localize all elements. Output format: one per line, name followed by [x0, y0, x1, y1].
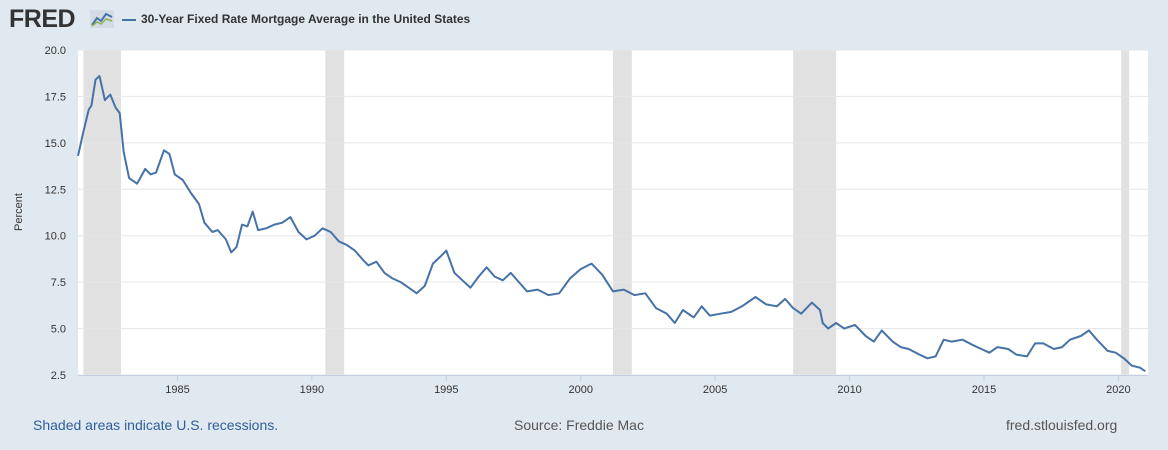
x-tick-label: 1985 — [165, 384, 189, 396]
x-tick-label: 2010 — [837, 384, 861, 396]
recession-note-link[interactable]: Shaded areas indicate U.S. recessions. — [33, 417, 279, 433]
chart-area: 2.55.07.510.012.515.017.520.0 1985 1990 19… — [13, 45, 1148, 396]
header: FRED 30-Year Fixed Rate Mortgage Average… — [0, 0, 1168, 40]
y-tick-label: 10.0 — [45, 231, 66, 243]
recession-band — [325, 50, 345, 375]
legend-swatch — [122, 19, 136, 21]
recession-bands — [83, 50, 1130, 375]
y-tick-label: 12.5 — [45, 184, 66, 196]
recession-band — [1121, 50, 1130, 375]
x-tick-label: 1990 — [300, 384, 324, 396]
y-tick-label: 7.5 — [51, 277, 66, 289]
series-layer — [77, 75, 1146, 373]
y-tick-label: 5.0 — [51, 324, 66, 336]
source-text: Source: Freddie Mac — [514, 417, 644, 433]
y-axis-title: Percent — [13, 193, 25, 231]
x-tick-label: 2015 — [972, 384, 996, 396]
legend-series-label[interactable]: 30-Year Fixed Rate Mortgage Average in t… — [141, 12, 471, 26]
y-tick-label: 17.5 — [45, 91, 66, 103]
x-axis: 1985 1990 1995 2000 2005 2010 2015 2020 — [78, 375, 1148, 396]
recession-band — [793, 50, 837, 375]
recession-band — [83, 50, 122, 375]
x-tick-label: 2020 — [1106, 384, 1130, 396]
line-chart-icon — [90, 10, 114, 28]
y-axis: 2.5 5.0 7.5 10.0 12.5 15.0 17.5 20.0 — [45, 45, 66, 382]
x-tick-label: 2000 — [568, 384, 592, 396]
recession-band — [613, 50, 632, 375]
fred-logo[interactable]: FRED — [9, 5, 76, 33]
y-tick-label: 2.5 — [51, 370, 66, 382]
y-tick-label: 15.0 — [45, 138, 66, 150]
fred-url-link[interactable]: fred.stlouisfed.org — [1006, 417, 1118, 433]
y-tick-label: 20.0 — [45, 45, 66, 57]
x-tick-label: 2005 — [703, 384, 727, 396]
x-tick-label: 1995 — [434, 384, 458, 396]
series-line[interactable] — [77, 75, 1146, 373]
